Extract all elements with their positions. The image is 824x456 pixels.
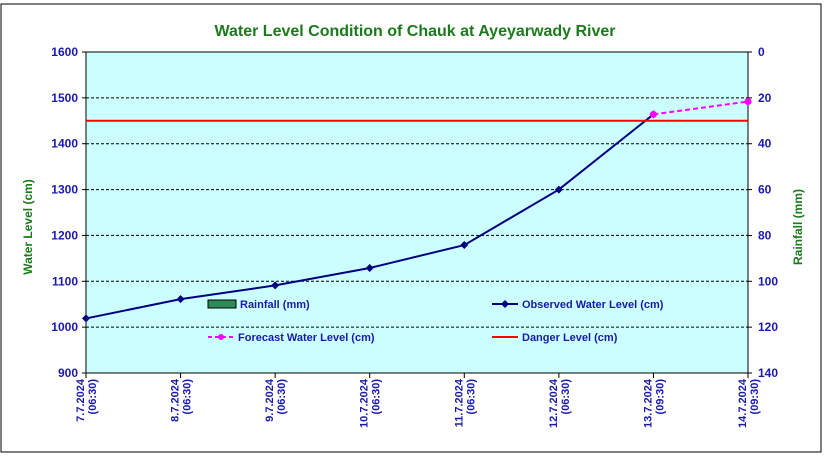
right-tick-label: 80 (758, 228, 772, 242)
right-tick-label: 40 (758, 137, 772, 151)
right-tick-label: 20 (758, 91, 772, 105)
observed-point (176, 295, 185, 304)
left-tick-label: 1000 (51, 320, 78, 334)
observed-point (460, 241, 469, 250)
legend-observed-marker (501, 300, 509, 308)
observed-point (82, 314, 90, 323)
left-tick-label: 1400 (51, 137, 78, 151)
grid-lines (86, 97, 748, 328)
y2-axis-label: Rainfall (mm) (791, 189, 805, 265)
left-axis-ticks: 900 1000 1100 1200 1300 1400 1500 1600 (51, 45, 86, 380)
x-tick-label: 7.7.2024 (06:30) (75, 378, 99, 422)
forecast-point (744, 98, 752, 106)
left-tick-label: 1600 (51, 45, 78, 59)
x-tick-label: 13.7.2024 (09:30) (642, 378, 666, 428)
left-tick-label: 1300 (51, 183, 78, 197)
legend-rainfall-swatch (207, 299, 237, 309)
legend-danger-label: Danger Level (cm) (522, 332, 618, 344)
legend-forecast-label: Forecast Water Level (cm) (238, 332, 375, 344)
right-tick-label: 140 (758, 366, 778, 380)
left-tick-label: 900 (58, 366, 78, 380)
x-tick-date: 13.7.2024 (642, 378, 654, 428)
x-tick-label: 9.7.2024 (06:30) (264, 378, 288, 422)
observed-point (365, 263, 374, 272)
series-layer (82, 98, 752, 323)
plot-area (85, 51, 749, 374)
x-tick-label: 8.7.2024 (06:30) (170, 378, 194, 422)
x-tick-time: (06:30) (276, 379, 288, 415)
x-tick-label: 14.7.2024 (09:30) (737, 378, 761, 428)
x-tick-date: 14.7.2024 (737, 378, 749, 428)
legend-observed-label: Observed Water Level (cm) (522, 299, 664, 311)
x-tick-time: (06:30) (182, 379, 194, 415)
chart-title: Water Level Condition of Chauk at Ayeyar… (215, 23, 616, 40)
x-tick-time: (06:30) (87, 379, 99, 415)
left-tick-label: 1500 (51, 91, 78, 105)
left-tick-label: 1100 (52, 274, 78, 288)
x-tick-time: (06:30) (560, 379, 572, 415)
legend-rainfall-label: Rainfall (mm) (240, 299, 310, 311)
x-tick-date: 8.7.2024 (170, 378, 182, 422)
x-tick-time: (09:30) (654, 379, 666, 415)
x-tick-time: (06:30) (371, 379, 383, 415)
x-tick-date: 10.7.2024 (359, 378, 371, 428)
x-tick-label: 11.7.2024 (06:30) (453, 378, 477, 427)
observed-point (554, 185, 563, 194)
x-tick-date: 12.7.2024 (548, 378, 560, 428)
right-tick-label: 0 (758, 45, 765, 59)
right-axis-ticks: 0 20 40 60 80 100 120 140 (748, 45, 778, 380)
left-tick-label: 1200 (51, 228, 78, 242)
right-tick-label: 120 (758, 320, 778, 334)
x-tick-date: 9.7.2024 (264, 378, 276, 422)
observed-point (271, 281, 280, 290)
legend-forecast-marker (218, 334, 224, 340)
x-tick-label: 10.7.2024 (06:30) (359, 378, 383, 428)
x-tick-date: 7.7.2024 (75, 378, 87, 422)
legend: Rainfall (mm) Observed Water Level (cm) … (207, 299, 664, 344)
right-tick-label: 100 (758, 274, 778, 288)
forecast-point (649, 110, 657, 118)
x-tick-date: 11.7.2024 (453, 378, 465, 427)
x-tick-time: (06:30) (465, 379, 477, 415)
right-tick-label: 60 (758, 183, 772, 197)
x-tick-time: (09:30) (749, 379, 761, 415)
y-axis-label: Water Level (cm) (21, 179, 35, 275)
x-axis-ticks: 7.7.2024 (06:30) 8.7.2024 (06:30) 9.7.2024 (0… (75, 373, 761, 428)
x-tick-label: 12.7.2024 (06:30) (548, 378, 572, 428)
